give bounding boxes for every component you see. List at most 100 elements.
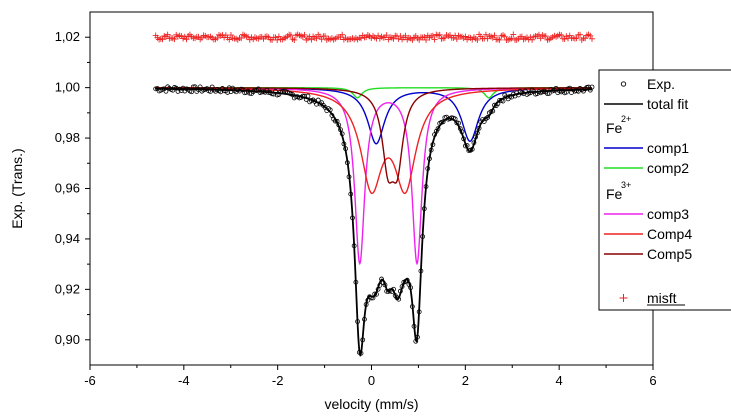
exp-point bbox=[305, 93, 311, 99]
y-tick-label: 0,94 bbox=[55, 231, 80, 246]
legend-label: comp3 bbox=[647, 206, 689, 222]
misfit-point bbox=[558, 32, 565, 39]
legend-marker-circle bbox=[620, 81, 627, 87]
exp-point bbox=[461, 136, 467, 142]
misfit-point bbox=[423, 36, 430, 43]
exp-point bbox=[225, 90, 230, 95]
exp-point bbox=[370, 295, 376, 301]
y-tick-label: 1,00 bbox=[55, 80, 80, 95]
experimental-points bbox=[153, 84, 595, 356]
exp-point bbox=[358, 350, 364, 356]
exp-point bbox=[269, 91, 275, 97]
exp-point bbox=[336, 122, 342, 128]
misfit-point bbox=[339, 31, 346, 38]
x-tick-label: -6 bbox=[84, 373, 96, 388]
misfit-point bbox=[390, 35, 397, 42]
exp-point bbox=[374, 291, 379, 297]
x-tick-label: 2 bbox=[462, 373, 469, 388]
y-axis-title: Exp. (Trans.) bbox=[9, 148, 25, 228]
legend-group-sup: 3+ bbox=[621, 180, 631, 190]
exp-point bbox=[360, 337, 366, 343]
exp-point bbox=[375, 286, 381, 292]
exp-point bbox=[413, 338, 419, 344]
exp-point bbox=[421, 206, 427, 212]
misfit-points bbox=[152, 31, 596, 43]
misfit-point bbox=[474, 36, 481, 43]
x-axis-title: velocity (mm/s) bbox=[324, 396, 418, 412]
legend-group-sup: 2+ bbox=[621, 114, 631, 124]
exp-point bbox=[343, 146, 349, 152]
misfit-point bbox=[501, 33, 508, 40]
exp-point bbox=[341, 141, 347, 147]
misfit-point bbox=[291, 36, 298, 43]
misfit-point bbox=[589, 35, 596, 42]
misfit-point bbox=[238, 35, 245, 42]
exp-point bbox=[399, 284, 405, 289]
exp-point bbox=[459, 129, 465, 135]
misfit-point bbox=[431, 36, 438, 43]
misfit-point bbox=[402, 32, 409, 39]
misfit-point bbox=[383, 32, 390, 39]
exp-point bbox=[440, 119, 446, 125]
series-comp5 bbox=[155, 87, 593, 184]
exp-point bbox=[473, 134, 479, 140]
exp-point bbox=[163, 88, 169, 94]
series-total-fit bbox=[155, 87, 593, 358]
misfit-point bbox=[482, 31, 489, 38]
exp-point bbox=[409, 304, 415, 309]
exp-point bbox=[464, 143, 470, 148]
exp-point bbox=[348, 191, 354, 197]
misfit-point bbox=[429, 32, 436, 39]
misfit-point bbox=[313, 35, 320, 42]
y-tick-label: 0,90 bbox=[55, 332, 80, 347]
exp-point bbox=[497, 97, 503, 103]
x-tick-label: -4 bbox=[178, 373, 190, 388]
misfit-point bbox=[397, 32, 404, 39]
misfit-point bbox=[542, 33, 549, 40]
exp-point bbox=[490, 108, 496, 114]
exp-point bbox=[338, 127, 343, 133]
misfit-point bbox=[453, 36, 460, 43]
misfit-point bbox=[537, 35, 544, 42]
exp-point bbox=[430, 142, 436, 147]
x-axis: -6 -4 -2 0 2 4 6 bbox=[84, 365, 657, 388]
exp-point bbox=[546, 90, 552, 96]
legend-box bbox=[598, 69, 731, 311]
exp-point bbox=[226, 85, 232, 91]
misfit-point bbox=[183, 36, 190, 43]
exp-point bbox=[314, 101, 319, 107]
exp-point bbox=[315, 97, 321, 103]
misfit-point bbox=[322, 33, 329, 40]
exp-point bbox=[411, 323, 417, 329]
exp-point bbox=[332, 118, 338, 124]
y-axis: 0,90 0,92 0,94 0,96 0,98 1,00 1,02 bbox=[55, 29, 90, 347]
y-tick-label: 0,98 bbox=[55, 130, 80, 145]
exp-point bbox=[192, 84, 198, 90]
exp-point bbox=[545, 91, 550, 97]
legend-label: comp2 bbox=[647, 160, 689, 176]
exp-point bbox=[500, 98, 506, 104]
exp-point bbox=[368, 295, 374, 301]
exp-point bbox=[408, 285, 414, 291]
y-tick-label: 1,02 bbox=[55, 29, 80, 44]
exp-point bbox=[346, 174, 352, 180]
exp-point bbox=[454, 120, 460, 126]
legend-marker-plus bbox=[619, 294, 628, 302]
exp-point bbox=[428, 147, 434, 153]
legend: Exp.total fitFe2+comp1comp2Fe3+comp3Comp… bbox=[598, 69, 731, 311]
plot-area bbox=[89, 11, 654, 366]
misfit-point bbox=[491, 32, 498, 39]
exp-point bbox=[278, 89, 283, 95]
legend-label: Comp5 bbox=[647, 246, 692, 262]
exp-point bbox=[435, 126, 441, 132]
legend-label: misft bbox=[647, 290, 677, 306]
exp-point bbox=[553, 85, 559, 91]
misfit-point bbox=[436, 31, 443, 38]
legend-label: total fit bbox=[647, 96, 688, 112]
exp-point bbox=[391, 286, 396, 292]
exp-point bbox=[471, 140, 477, 146]
misfit-point bbox=[159, 36, 166, 43]
misfit-point bbox=[287, 32, 294, 39]
series-comp3 bbox=[155, 87, 593, 266]
misfit-point bbox=[171, 36, 178, 43]
